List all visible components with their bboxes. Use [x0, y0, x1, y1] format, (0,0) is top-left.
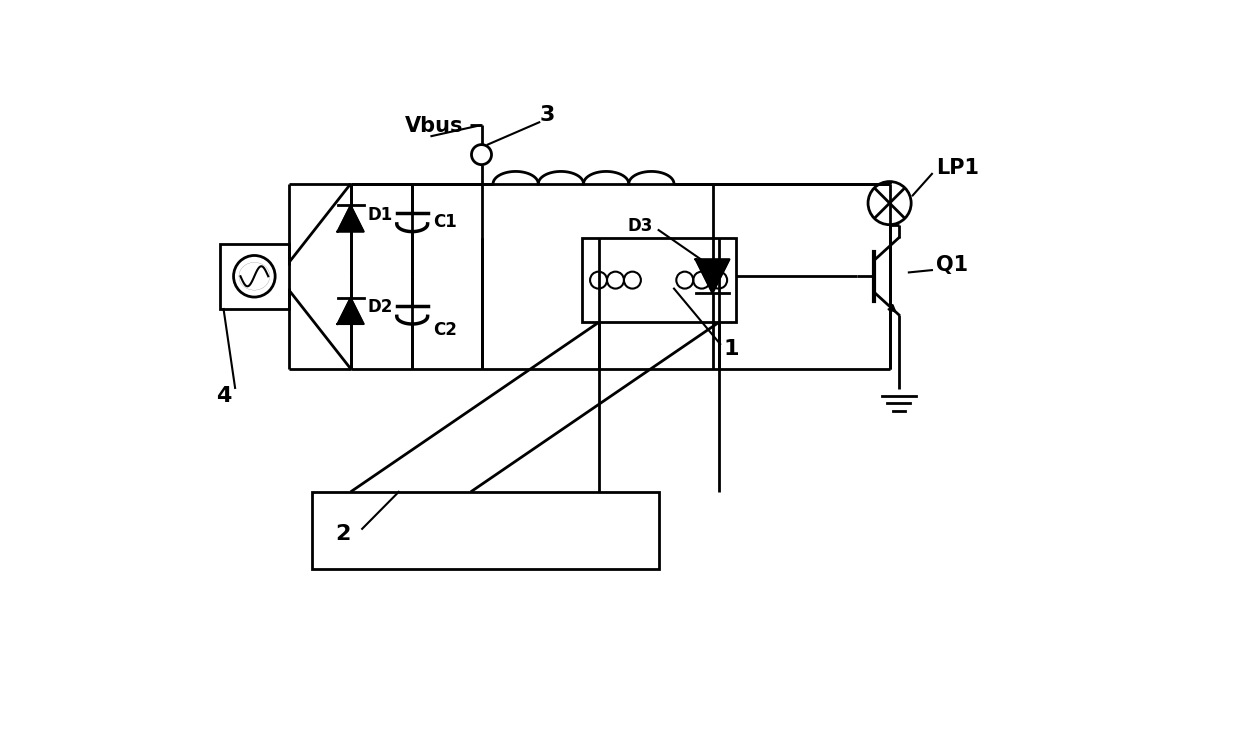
- Text: 1: 1: [724, 340, 739, 360]
- Bar: [582, 238, 735, 322]
- Polygon shape: [337, 298, 363, 324]
- Text: Q1: Q1: [936, 255, 968, 275]
- Text: Vbus: Vbus: [404, 116, 463, 136]
- Text: 3: 3: [539, 105, 554, 125]
- Text: LP1: LP1: [936, 158, 978, 178]
- Polygon shape: [696, 259, 729, 293]
- Text: D1: D1: [367, 206, 393, 224]
- Text: 2: 2: [335, 525, 351, 544]
- Text: C1: C1: [433, 213, 456, 231]
- Bar: [312, 492, 658, 569]
- Polygon shape: [337, 205, 363, 232]
- Bar: [219, 244, 289, 309]
- Text: C2: C2: [433, 321, 456, 339]
- Text: D2: D2: [367, 298, 393, 316]
- Text: 4: 4: [216, 386, 231, 406]
- Text: D3: D3: [627, 217, 653, 236]
